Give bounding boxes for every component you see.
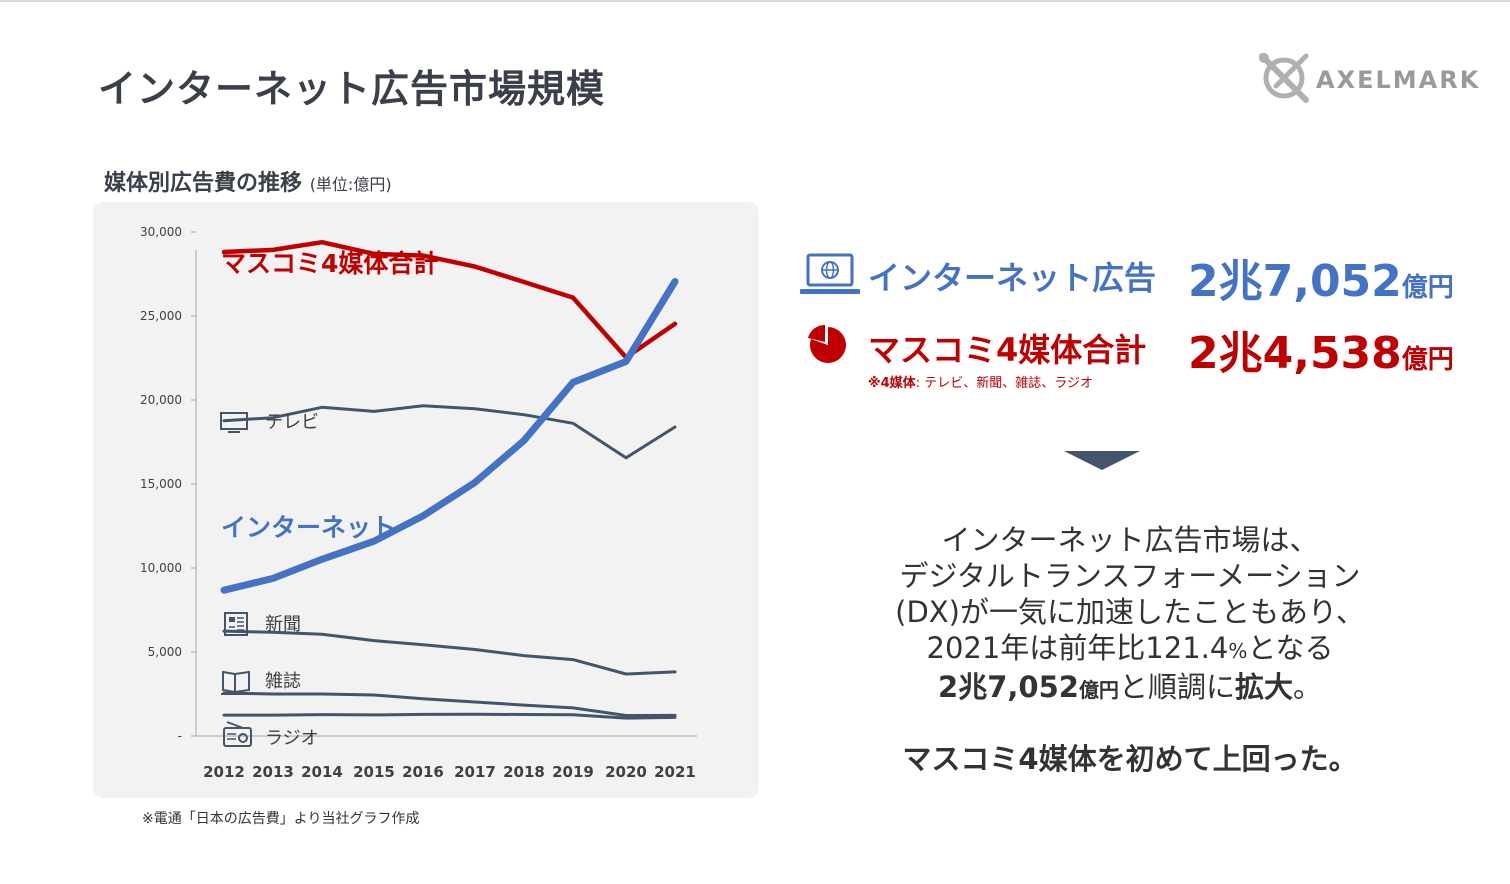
kpi-internet-label: インターネット広告 [868, 259, 1157, 297]
x-tick-label: 2014 [301, 763, 343, 781]
kpi-internet: インターネット広告 2兆7,052億円 [798, 245, 1458, 307]
y-tick-label: 5,000 [148, 645, 182, 659]
radio-icon [223, 721, 252, 747]
source-note: ※電通「日本の広告費」より当社グラフ作成 [142, 811, 420, 827]
series-label-masscomm: マスコミ4媒体合計 [221, 249, 438, 278]
tv-icon [220, 412, 248, 433]
kpi-footnote-bold: ※4媒体 [868, 376, 916, 391]
kpi-masscomm-amount: 2兆4,538 [1188, 328, 1402, 379]
arrow-down-icon [1064, 451, 1140, 470]
series-label-newspaper: 新聞 [265, 614, 301, 635]
company-logo: AXELMARK [1256, 50, 1478, 106]
kpi-footnote-rest: : テレビ、新聞、雑誌、ラジオ [915, 376, 1093, 391]
summary-growth: 2021年は前年比121.4 [926, 631, 1229, 665]
series-line-masscomm [221, 239, 678, 360]
y-tick-label: 20,000 [140, 393, 182, 407]
magazine-icon [221, 670, 251, 695]
series-label-radio: ラジオ [265, 728, 319, 749]
x-tick-label: 2015 [353, 763, 395, 781]
series-line-internet [220, 278, 679, 594]
x-tick-label: 2012 [203, 763, 245, 781]
newspaper-icon [224, 612, 248, 636]
summary-line-5-end: 。 [1292, 670, 1322, 704]
logo-mark-icon [1259, 53, 1309, 103]
slide-title: インターネット広告市場規模 [98, 67, 606, 111]
summary-value: 2兆7,052 [938, 670, 1079, 704]
summary-line-1: インターネット広告市場は、 [941, 523, 1319, 557]
x-tick-label: 2021 [654, 763, 696, 781]
y-tick-label: - [178, 729, 182, 743]
y-tick-label: 15,000 [140, 477, 182, 491]
series-label-internet: インターネット [221, 513, 396, 542]
x-tick-label: 2019 [552, 763, 594, 781]
series-line-magazine [222, 691, 677, 717]
pie-chart-icon [808, 325, 846, 363]
chart-heading-title: 媒体別広告費の推移 [104, 171, 303, 196]
chart-heading: 媒体別広告費の推移 (単位:億円) [104, 165, 392, 197]
summary-conclusion: マスコミ4媒体を初めて上回った。 [902, 742, 1358, 776]
kpi-internet-amount: 2兆7,052 [1188, 256, 1402, 307]
x-tick-label: 2018 [503, 763, 545, 781]
kpi-masscomm-label: マスコミ4媒体合計 [868, 331, 1147, 369]
x-tick-label: 2013 [252, 763, 294, 781]
x-tick-label: 2017 [454, 763, 496, 781]
laptop-globe-icon [800, 253, 860, 294]
summary-value-unit: 億円 [1078, 678, 1119, 702]
series-label-magazine: 雑誌 [265, 671, 301, 692]
kpi-masscomm-value: 2兆4,538億円 [1188, 317, 1454, 381]
y-tick-label: 25,000 [140, 309, 182, 323]
line-chart: - 5,000 10,000 15,000 20,000 25,000 30,000 2012… [140, 225, 697, 781]
series-line-newspaper [222, 629, 677, 676]
kpi-masscomm: マスコミ4媒体合計 2兆4,538億円 [798, 315, 1458, 379]
kpi-internet-value: 2兆7,052億円 [1188, 245, 1454, 309]
summary-line-4-end: となる [1247, 631, 1334, 665]
y-tick-label: 10,000 [140, 561, 182, 575]
summary-line-5-mid: と順調に [1118, 670, 1235, 704]
kpi-internet-unit: 億円 [1401, 273, 1454, 303]
x-tick-label: 2016 [402, 763, 444, 781]
series-line-tv [222, 404, 677, 460]
summary-line-2: デジタルトランスフォーメーション [899, 559, 1361, 593]
summary-text: インターネット広告市場は、 デジタルトランスフォーメーション (DX)が一気に加… [860, 522, 1400, 708]
logo-text: AXELMARK [1316, 66, 1481, 94]
series-line-radio [222, 712, 677, 720]
summary-line-4: 2021年は前年比121.4%となる [860, 630, 1400, 669]
top-divider [0, 0, 1510, 2]
summary-line-3: (DX)が一気に加速したこともあり、 [895, 595, 1365, 629]
kpi-masscomm-unit: 億円 [1401, 345, 1454, 375]
y-tick-label: 30,000 [140, 225, 182, 239]
chart-heading-unit: (単位:億円) [309, 175, 392, 194]
x-tick-label: 2020 [605, 763, 647, 781]
summary-percent: % [1228, 639, 1248, 663]
kpi-footnote: ※4媒体: テレビ、新聞、雑誌、ラジオ [868, 372, 1093, 391]
series-label-tv: テレビ [265, 412, 319, 433]
summary-expand: 拡大 [1234, 670, 1293, 704]
summary-line-5: 2兆7,052億円と順調に拡大。 [860, 669, 1400, 708]
